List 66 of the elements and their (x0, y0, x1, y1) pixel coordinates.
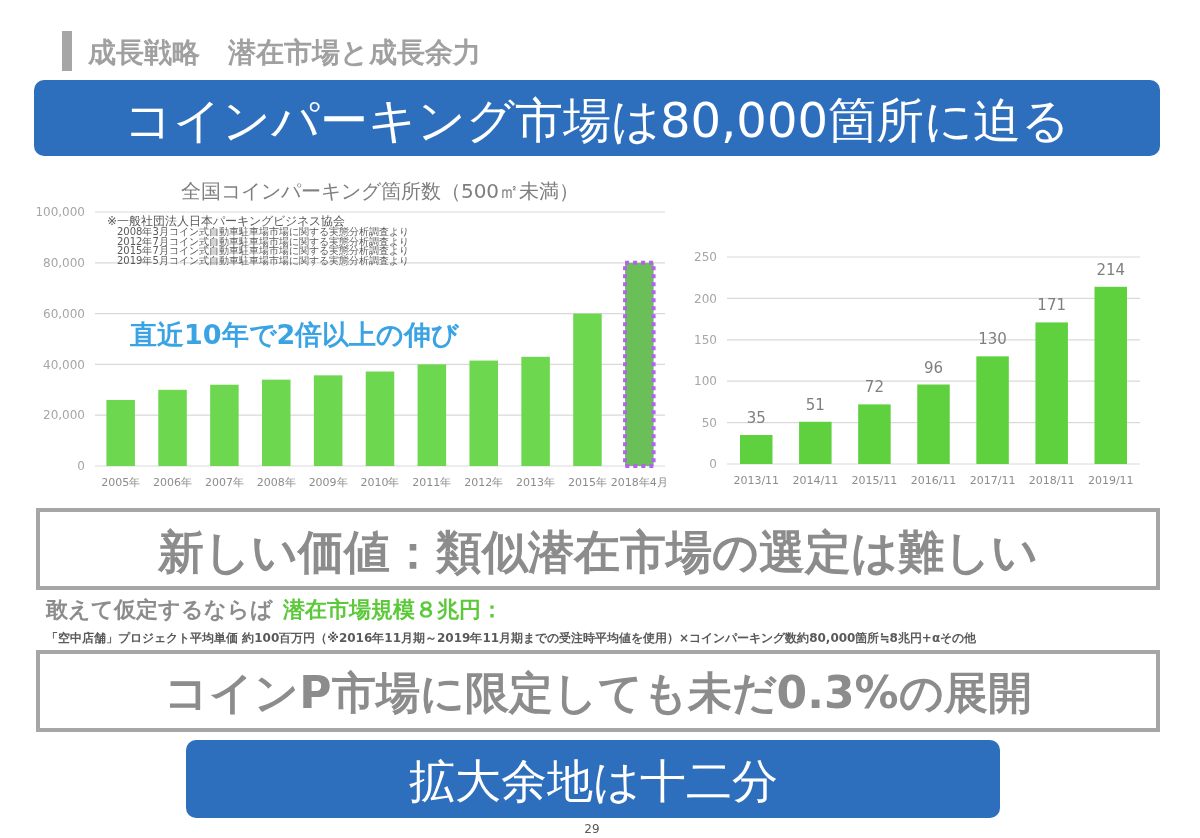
y-tick-label: 100,000 (35, 205, 85, 220)
x-tick-label: 2011年 (412, 476, 452, 489)
text: 敢えて仮定するならば (45, 597, 274, 622)
data-label: 96 (923, 358, 944, 377)
data-label: 51 (805, 395, 825, 414)
text: コインP市場に限定しても未だ0.3%の展開 (164, 667, 1032, 718)
text: コインパーキング市場は80,000箇所に迫る (124, 92, 1070, 148)
y-tick-label: 250 (694, 250, 717, 265)
y-tick-label: 20,000 (43, 408, 85, 423)
y-tick-label: 40,000 (43, 357, 85, 372)
bar (858, 404, 891, 464)
bar (799, 421, 832, 464)
bar (262, 379, 291, 466)
bar (158, 389, 187, 466)
text: 拡大余地は十二分 (408, 754, 778, 808)
y-tick-label: 200 (694, 291, 717, 306)
x-tick-label: 2015年 (567, 476, 607, 489)
y-tick-label: 60,000 (43, 306, 85, 321)
y-tick-label: 0 (709, 457, 717, 472)
data-label: 72 (864, 378, 884, 397)
text: 潜在市場規模８兆円： (282, 597, 503, 622)
x-tick-label: 2013年 (516, 476, 556, 489)
y-tick-label: 150 (694, 333, 717, 347)
x-tick-label: 2018年4月 (610, 476, 668, 489)
annotation: ※一般社団法人日本パーキングビジネス協会 (107, 214, 346, 228)
x-tick-label: 2006年 (153, 476, 193, 489)
x-tick-label: 2016/11 (910, 474, 957, 487)
bar (106, 399, 135, 466)
x-tick-label: 2015/11 (851, 474, 898, 487)
text: 成長戦略 潜在市場と成長余力 (87, 36, 481, 69)
x-tick-label: 2012年 (464, 476, 504, 489)
y-tick-label: 80,000 (43, 256, 85, 270)
bar (313, 375, 343, 466)
x-tick-label: 2009年 (308, 476, 348, 489)
bar (976, 356, 1009, 464)
x-tick-label: 2008年 (256, 476, 296, 489)
x-tick-label: 2019/11 (1087, 474, 1134, 487)
bar (417, 364, 447, 466)
text: 「空中店舗」プロジェクト平均単価 約100百万円（※2016年11月期～2019年11月期までの受注時平均値を使用）×コインパーキング数約80,000箇所≒8兆円+αその他 (46, 631, 978, 645)
x-tick-label: 2005年 (101, 476, 141, 489)
bar (1094, 286, 1128, 464)
bar (365, 371, 395, 466)
y-tick-label: 100 (694, 374, 717, 389)
x-tick-label: 2017/11 (969, 474, 1016, 487)
bar (469, 360, 498, 466)
x-tick-label: 2018/11 (1028, 474, 1075, 487)
bar (573, 313, 602, 466)
bar (740, 435, 773, 464)
y-tick-label: 0 (77, 459, 85, 474)
x-tick-label: 2007年 (204, 476, 244, 489)
data-label: 35 (746, 409, 766, 428)
bar (917, 384, 950, 464)
bar (521, 356, 550, 466)
data-label: 130 (978, 330, 1007, 349)
data-label: 214 (1096, 260, 1126, 279)
x-tick-label: 2010年 (360, 476, 400, 489)
x-tick-label: 2014/11 (792, 474, 839, 487)
y-tick-label: 50 (701, 415, 717, 430)
bar (210, 384, 239, 466)
text: 29 (584, 822, 600, 836)
text: 新しい価値：類似潜在市場の選定は難しい (157, 525, 1038, 579)
annotation: 直近10年で2倍以上の伸び (129, 319, 461, 350)
bar (1035, 322, 1068, 464)
data-label: 171 (1037, 296, 1066, 315)
x-tick-label: 2013/11 (733, 474, 780, 487)
chart-title: 全国コインパーキング箇所数（500㎡未満） (180, 179, 580, 203)
